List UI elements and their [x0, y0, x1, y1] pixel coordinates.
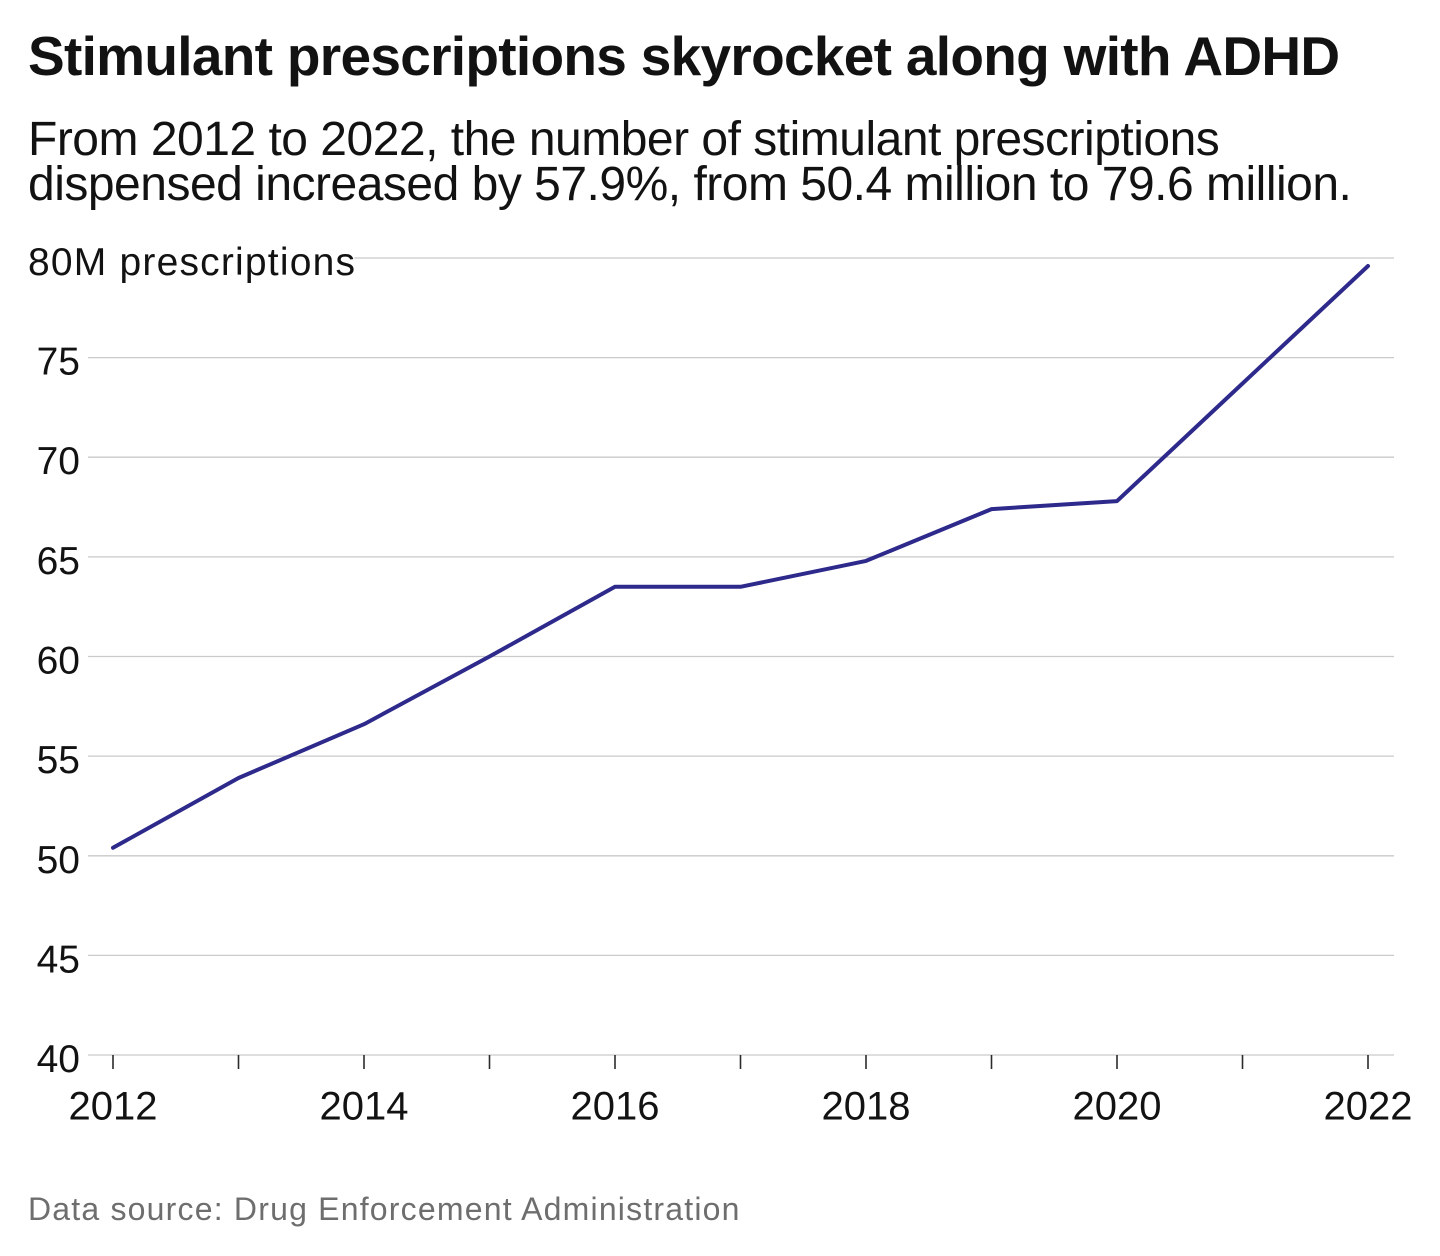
svg-text:65: 65 [37, 540, 80, 583]
svg-text:2020: 2020 [1073, 1085, 1162, 1129]
svg-text:2022: 2022 [1324, 1085, 1413, 1129]
svg-text:45: 45 [37, 938, 80, 981]
svg-text:2018: 2018 [822, 1085, 911, 1129]
svg-text:80M prescriptions: 80M prescriptions [28, 241, 356, 284]
svg-text:55: 55 [37, 739, 80, 782]
svg-text:60: 60 [37, 640, 80, 683]
svg-text:2014: 2014 [320, 1085, 409, 1129]
svg-text:40: 40 [37, 1038, 80, 1081]
svg-text:2016: 2016 [571, 1085, 660, 1129]
svg-text:50: 50 [37, 839, 80, 882]
svg-text:70: 70 [37, 440, 80, 483]
svg-text:2012: 2012 [69, 1085, 158, 1129]
svg-text:75: 75 [37, 341, 80, 384]
